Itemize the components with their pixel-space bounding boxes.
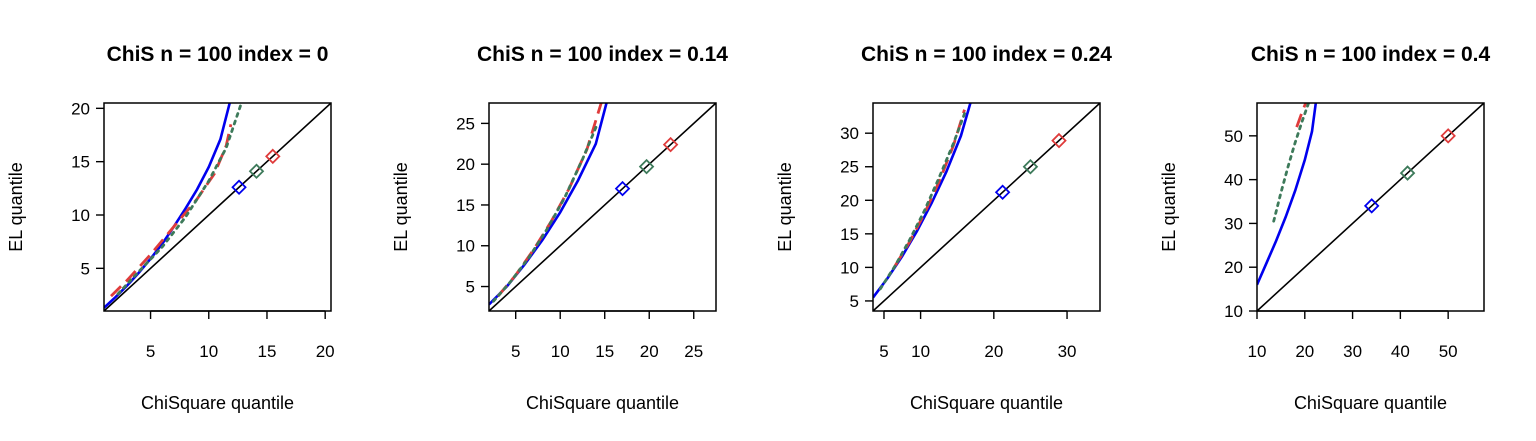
y-axis-label: EL quantile — [6, 162, 26, 251]
x-tick-label: 15 — [595, 342, 614, 361]
green-diamond-marker — [248, 163, 265, 180]
panel-title: ChiS n = 100 index = 0 — [107, 43, 329, 66]
blue-solid-line — [873, 103, 972, 299]
red-dashed-line — [893, 109, 966, 267]
y-tick-label: 20 — [840, 191, 859, 210]
y-tick-label: 10 — [456, 237, 475, 256]
panel-title: ChiS n = 100 index = 0.4 — [1251, 43, 1491, 66]
blue-diamond-marker — [231, 179, 247, 196]
x-tick-label: 5 — [511, 342, 520, 361]
blue-solid-line — [104, 103, 231, 309]
x-axis-label: ChiSquare quantile — [141, 393, 294, 413]
red-diamond-marker — [662, 136, 679, 153]
y-tick-label: 15 — [840, 225, 859, 244]
y-tick-label: 10 — [71, 206, 90, 225]
green-dotted-line — [492, 122, 599, 303]
y-axis-label: EL quantile — [391, 162, 411, 251]
x-axis-label: ChiSquare quantile — [910, 393, 1063, 413]
y-tick-label: 10 — [1224, 302, 1243, 321]
x-tick-label: 10 — [911, 342, 930, 361]
panel-title: ChiS n = 100 index = 0.14 — [477, 43, 728, 66]
green-diamond-marker — [1022, 158, 1039, 175]
plot-area — [489, 103, 716, 311]
panel-4: ChiS n = 100 index = 0.4 10 20 30 40 50 10 20 30… — [1159, 43, 1490, 413]
red-diamond-marker — [1051, 132, 1067, 149]
y-tick-label: 30 — [1224, 214, 1243, 233]
x-tick-label: 10 — [199, 342, 218, 361]
red-dashed-line — [110, 123, 233, 298]
blue-diamond-marker — [614, 180, 631, 197]
y-tick-label: 25 — [456, 114, 475, 133]
x-tick-label: 15 — [258, 342, 277, 361]
blue-solid-line — [1257, 103, 1318, 286]
identity-line — [1257, 103, 1484, 311]
blue-diamond-marker — [994, 184, 1011, 201]
y-tick-label: 20 — [1224, 258, 1243, 277]
green-dotted-line — [878, 108, 968, 291]
y-tick-label: 15 — [456, 196, 475, 215]
y-tick-label: 25 — [840, 158, 859, 177]
x-tick-label: 5 — [879, 342, 888, 361]
y-tick-label: 5 — [81, 259, 90, 278]
y-tick-label: 10 — [840, 258, 859, 277]
y-tick-label: 15 — [71, 153, 90, 172]
green-diamond-marker — [638, 158, 655, 175]
x-tick-label: 20 — [984, 342, 1003, 361]
x-tick-label: 25 — [684, 342, 703, 361]
identity-line — [104, 103, 331, 311]
red-diamond-marker — [265, 148, 281, 165]
blue-diamond-marker — [1363, 198, 1380, 214]
blue-solid-line — [489, 103, 608, 306]
plot-area — [104, 103, 331, 311]
red-dashed-line — [1295, 103, 1308, 128]
plot-area — [1257, 103, 1484, 311]
x-axis-label: ChiSquare quantile — [1294, 393, 1447, 413]
y-tick-label: 20 — [71, 99, 90, 118]
x-tick-label: 10 — [551, 342, 570, 361]
green-diamond-marker — [1399, 165, 1416, 181]
x-tick-label: 20 — [1295, 342, 1314, 361]
y-axis-label: EL quantile — [775, 162, 795, 251]
y-tick-label: 30 — [840, 124, 859, 143]
identity-line — [873, 103, 1100, 311]
identity-line — [489, 103, 716, 311]
green-dotted-line — [1272, 103, 1310, 223]
x-tick-label: 30 — [1343, 342, 1362, 361]
x-tick-label: 50 — [1439, 342, 1458, 361]
y-tick-label: 5 — [466, 278, 475, 297]
y-tick-label: 50 — [1224, 127, 1243, 146]
x-tick-label: 20 — [640, 342, 659, 361]
green-dotted-line — [116, 103, 243, 296]
y-tick-label: 5 — [850, 292, 859, 311]
x-tick-label: 10 — [1248, 342, 1267, 361]
plot-area — [873, 103, 1100, 311]
x-tick-label: 40 — [1391, 342, 1410, 361]
y-tick-label: 20 — [456, 155, 475, 174]
red-dashed-line — [496, 103, 603, 298]
panel-1: ChiS n = 100 index = 0 5 10 15 20 5 10 15 20 ChiS… — [6, 43, 335, 413]
panel-title: ChiS n = 100 index = 0.24 — [861, 43, 1112, 66]
x-tick-label: 20 — [316, 342, 335, 361]
y-axis-label: EL quantile — [1159, 162, 1179, 251]
x-tick-label: 5 — [146, 342, 155, 361]
panel-3: ChiS n = 100 index = 0.24 5 10 20 30 5 10 15 20 2… — [775, 43, 1112, 413]
y-tick-label: 40 — [1224, 171, 1243, 190]
panel-2: ChiS n = 100 index = 0.14 5 10 15 20 25 5 10 15 2… — [391, 43, 728, 413]
x-tick-label: 30 — [1058, 342, 1077, 361]
red-diamond-marker — [1440, 128, 1456, 144]
x-axis-label: ChiSquare quantile — [526, 393, 679, 413]
